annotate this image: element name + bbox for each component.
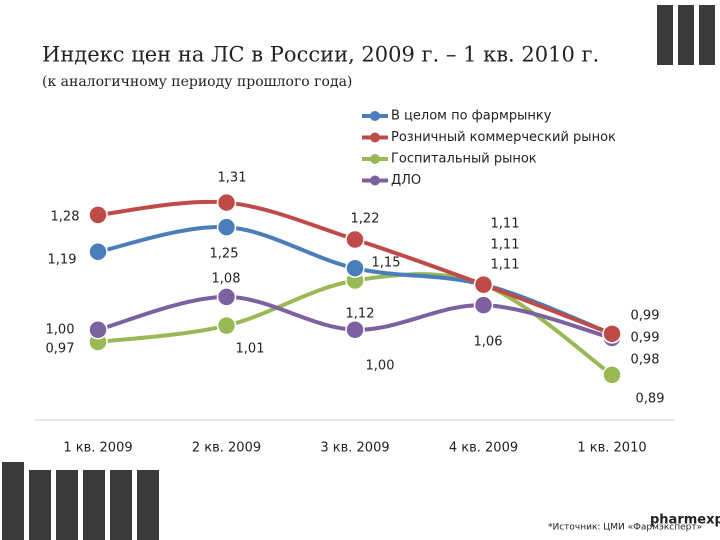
marker <box>216 217 237 237</box>
marker <box>88 319 108 340</box>
marker <box>602 365 622 385</box>
marker <box>473 274 494 295</box>
legend-label: ДЛО <box>391 173 421 188</box>
legend-marker <box>370 154 380 164</box>
x-tick-label: 2 кв. 2009 <box>192 441 261 456</box>
data-label: 1,22 <box>351 212 380 227</box>
x-tick-label: 4 кв. 2009 <box>449 441 518 456</box>
marker <box>345 319 365 340</box>
footnote: *Источник: ЦМИ «Фармэксперт» <box>548 523 702 533</box>
data-label: 1,31 <box>218 171 247 186</box>
marker <box>216 287 237 307</box>
data-label: 1,19 <box>48 253 77 268</box>
plot: 1 кв. 2009 2 кв. 2009 3 кв. 2009 4 кв. 2009… <box>46 109 665 456</box>
data-label: 1,06 <box>474 335 503 350</box>
data-label: 1,08 <box>212 272 241 287</box>
decor <box>2 5 715 540</box>
marker <box>88 242 108 262</box>
marker <box>345 258 365 278</box>
legend-marker <box>370 111 380 121</box>
data-label: 1,12 <box>346 307 375 322</box>
data-label: 1,00 <box>366 359 395 374</box>
title: Индекс цен на ЛС в России, 2009 г. – 1 к… <box>42 43 599 67</box>
data-label: 0,99 <box>631 309 660 324</box>
marker <box>345 229 365 250</box>
x-tick-label: 1 кв. 2010 <box>577 441 646 456</box>
data-label: 0,98 <box>631 353 660 368</box>
data-label: 1,11 <box>491 238 520 253</box>
marker <box>216 315 237 336</box>
data-label: 0,97 <box>46 342 75 357</box>
data-label: 1,28 <box>51 210 80 225</box>
logo: pharmexpert <box>650 513 720 528</box>
marker <box>216 192 237 213</box>
data-label: 1,00 <box>46 323 75 338</box>
legend-marker <box>370 175 380 186</box>
data-label: 0,99 <box>631 331 660 346</box>
legend-label: В целом по фармрынку <box>391 109 552 124</box>
data-label: 1,11 <box>491 217 520 232</box>
marker <box>602 324 622 344</box>
x-tick-label: 1 кв. 2009 <box>63 441 132 456</box>
x-tick-label: 3 кв. 2009 <box>320 441 389 456</box>
data-label: 0,89 <box>636 392 665 407</box>
subtitle: (к аналогичному периоду прошлого года) <box>42 74 352 90</box>
legend-marker <box>370 132 380 143</box>
data-label: 1,01 <box>236 342 265 357</box>
legend-label: Госпитальный рынок <box>391 152 537 167</box>
marker <box>473 295 494 315</box>
data-label: 1,15 <box>372 256 401 271</box>
data-label: 1,11 <box>491 258 520 273</box>
legend-label: Розничный коммерческий рынок <box>391 130 616 145</box>
marker <box>88 205 108 225</box>
data-label: 1,25 <box>210 247 239 262</box>
